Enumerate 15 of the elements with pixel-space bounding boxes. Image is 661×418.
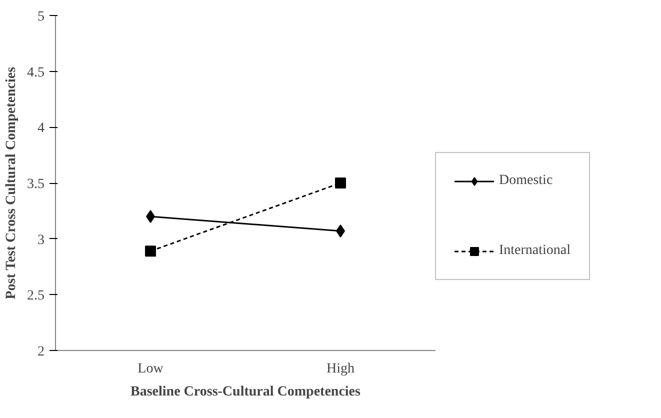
y-tick-label: 3 [38, 232, 44, 248]
y-axis-title: Post Test Cross Cultural Competencies [4, 66, 19, 300]
y-tick-label: 2 [38, 344, 44, 360]
x-tick-label: Low [138, 362, 164, 376]
x-axis-title: Baseline Cross-Cultural Competencies [130, 384, 362, 400]
point [335, 178, 346, 188]
legend-label: International [499, 243, 571, 259]
y-tick-label: 5 [38, 10, 44, 24]
y-tick-label: 4 [38, 121, 44, 136]
y-tick-label: 3.5 [27, 177, 44, 192]
point [145, 246, 156, 257]
y-tick-label: 2.5 [27, 288, 44, 304]
legend-label: Domestic [499, 173, 553, 189]
x-tick-label: High [326, 362, 354, 376]
y-tick-label: 4.5 [27, 65, 44, 80]
